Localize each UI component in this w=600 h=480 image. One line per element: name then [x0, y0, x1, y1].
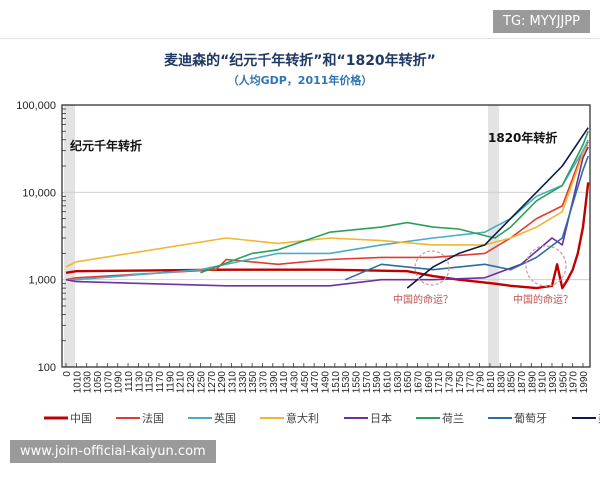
x-tick-label: 1530 — [341, 371, 352, 394]
x-tick-label: 1410 — [279, 371, 290, 394]
x-tick-label: 1550 — [352, 371, 363, 394]
x-tick-label: 1210 — [176, 371, 187, 394]
legend-label: 英国 — [214, 411, 236, 425]
legend-label: 荷兰 — [442, 412, 464, 425]
x-tick-label: 1730 — [445, 371, 456, 394]
x-tick-label: 1090 — [114, 371, 125, 394]
y-tick-label: 10,000 — [22, 187, 56, 199]
x-tick-label: 1250 — [196, 371, 207, 394]
annotation-circle — [414, 250, 450, 286]
x-tick-label: 1930 — [548, 371, 559, 394]
chart-frame — [0, 38, 600, 439]
legend-label: 中国 — [70, 412, 92, 425]
legend-label: 葡萄牙 — [514, 412, 547, 425]
x-tick-label: 1270 — [207, 371, 218, 394]
x-tick-label: 1070 — [103, 371, 114, 394]
x-tick-label: 1790 — [476, 371, 487, 394]
x-tick-label: 1570 — [362, 371, 373, 394]
x-tick-label: 1110 — [124, 371, 135, 392]
x-tick-label: 1170 — [155, 371, 166, 393]
series-line-日本 — [65, 146, 589, 287]
x-tick-label: 1770 — [465, 371, 476, 394]
x-tick-label: 1710 — [434, 371, 445, 394]
series-line-葡萄牙 — [344, 155, 589, 281]
y-tick-label: 1,000 — [28, 275, 56, 287]
watermark-top: TG: MYYJJPP — [493, 10, 590, 33]
series-line-法国 — [65, 141, 589, 281]
x-tick-label: 1190 — [165, 371, 176, 393]
x-tick-label: 1330 — [238, 371, 249, 394]
legend-label: 意大利 — [286, 411, 319, 425]
x-tick-label: 1630 — [393, 371, 404, 394]
x-tick-label: 1650 — [403, 371, 414, 394]
x-tick-label: 1010 — [72, 371, 83, 394]
x-tick-label: 1430 — [289, 371, 300, 394]
series-line-荷兰 — [200, 131, 589, 274]
x-tick-label: 1350 — [248, 371, 259, 394]
annotation-label: 纪元千年转折 — [70, 138, 142, 153]
x-tick-label: 1810 — [486, 371, 497, 394]
series-line-意大利 — [65, 144, 589, 268]
x-tick-label: 1450 — [300, 371, 311, 394]
x-tick-label: 1590 — [372, 371, 383, 394]
chart-title: 麦迪森的“纪元千年转折”和“1820年转折” — [164, 53, 436, 69]
x-tick-label: 1150 — [145, 371, 156, 393]
shaded-period — [64, 105, 75, 367]
legend-label: 日本 — [370, 411, 392, 425]
annotation-label: 中国的命运？ — [513, 293, 573, 306]
x-tick-label: 1750 — [455, 371, 466, 394]
x-tick-label: 1290 — [217, 371, 228, 394]
x-tick-label: 1950 — [558, 371, 569, 394]
legend-label: 美国 — [598, 412, 600, 425]
x-tick-label: 1830 — [496, 371, 507, 394]
x-tick-label: 1610 — [383, 371, 394, 394]
series-line-美国 — [406, 127, 589, 289]
x-tick-label: 1310 — [227, 371, 238, 394]
x-tick-label: 1970 — [569, 371, 580, 394]
x-tick-label: 1030 — [83, 371, 94, 394]
annotation-label: 中国的命运？ — [393, 293, 453, 306]
x-tick-label: 1510 — [331, 371, 342, 394]
y-tick-label: 100 — [38, 362, 56, 374]
x-tick-label: 1990 — [579, 371, 590, 394]
x-tick-label: 1470 — [310, 371, 321, 394]
x-tick-label: 1370 — [258, 371, 269, 394]
watermark-bottom: www.join-official-kaiyun.com — [10, 440, 216, 463]
y-tick-label: 100,000 — [16, 100, 56, 112]
annotation-circle — [525, 245, 567, 287]
x-tick-label: 1230 — [186, 371, 197, 394]
chart-subtitle: （人均GDP，2011年价格） — [227, 74, 373, 87]
x-tick-label: 1490 — [321, 371, 332, 394]
x-tick-label: 1050 — [93, 371, 104, 394]
x-tick-label: 1690 — [424, 371, 435, 394]
x-tick-label: 1670 — [414, 371, 425, 394]
x-tick-label: 1850 — [507, 371, 518, 394]
annotation-label: 1820年转折 — [488, 130, 557, 145]
series-line-英国 — [66, 139, 589, 281]
x-tick-label: 1890 — [527, 371, 538, 394]
legend-label: 法国 — [142, 411, 164, 425]
x-tick-label: 1130 — [134, 371, 145, 393]
x-tick-label: 0 — [62, 371, 73, 377]
x-tick-label: 1390 — [269, 371, 280, 394]
plot-border — [61, 104, 591, 368]
x-tick-label: 1910 — [538, 371, 549, 394]
x-tick-label: 1870 — [517, 371, 528, 394]
series-line-中国 — [65, 182, 590, 290]
